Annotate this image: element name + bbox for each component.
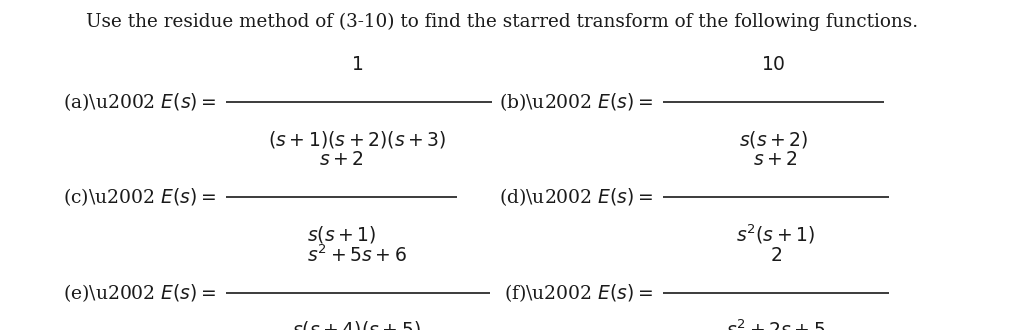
Text: $s + 2$: $s + 2$ — [753, 151, 798, 169]
Text: $s^{2} + 5s + 6$: $s^{2} + 5s + 6$ — [306, 245, 407, 266]
Text: $2$: $2$ — [770, 247, 782, 265]
Text: (d)\u2002 $E(s) =$: (d)\u2002 $E(s) =$ — [499, 186, 653, 208]
Text: $10$: $10$ — [762, 56, 786, 74]
Text: $s(s + 1)$: $s(s + 1)$ — [308, 224, 376, 245]
Text: $s(s + 2)$: $s(s + 2)$ — [739, 129, 809, 149]
Text: $s^{2} + 2s + 5$: $s^{2} + 2s + 5$ — [726, 319, 825, 330]
Text: (b)\u2002 $E(s) =$: (b)\u2002 $E(s) =$ — [499, 91, 653, 113]
Text: $s(s + 4)(s + 5)$: $s(s + 4)(s + 5)$ — [292, 319, 421, 330]
Text: $s^{2}(s + 1)$: $s^{2}(s + 1)$ — [736, 223, 815, 246]
Text: $s + 2$: $s + 2$ — [320, 151, 364, 169]
Text: $(s + 1)(s + 2)(s + 3)$: $(s + 1)(s + 2)(s + 3)$ — [268, 129, 446, 149]
Text: (f)\u2002 $E(s) =$: (f)\u2002 $E(s) =$ — [504, 282, 653, 304]
Text: $1$: $1$ — [351, 56, 363, 74]
Text: (e)\u2002 $E(s) =$: (e)\u2002 $E(s) =$ — [63, 282, 216, 304]
Text: Use the residue method of (3-10) to find the starred transform of the following : Use the residue method of (3-10) to find… — [86, 13, 918, 31]
Text: (c)\u2002 $E(s) =$: (c)\u2002 $E(s) =$ — [64, 186, 216, 208]
Text: (a)\u2002 $E(s) =$: (a)\u2002 $E(s) =$ — [63, 91, 216, 113]
